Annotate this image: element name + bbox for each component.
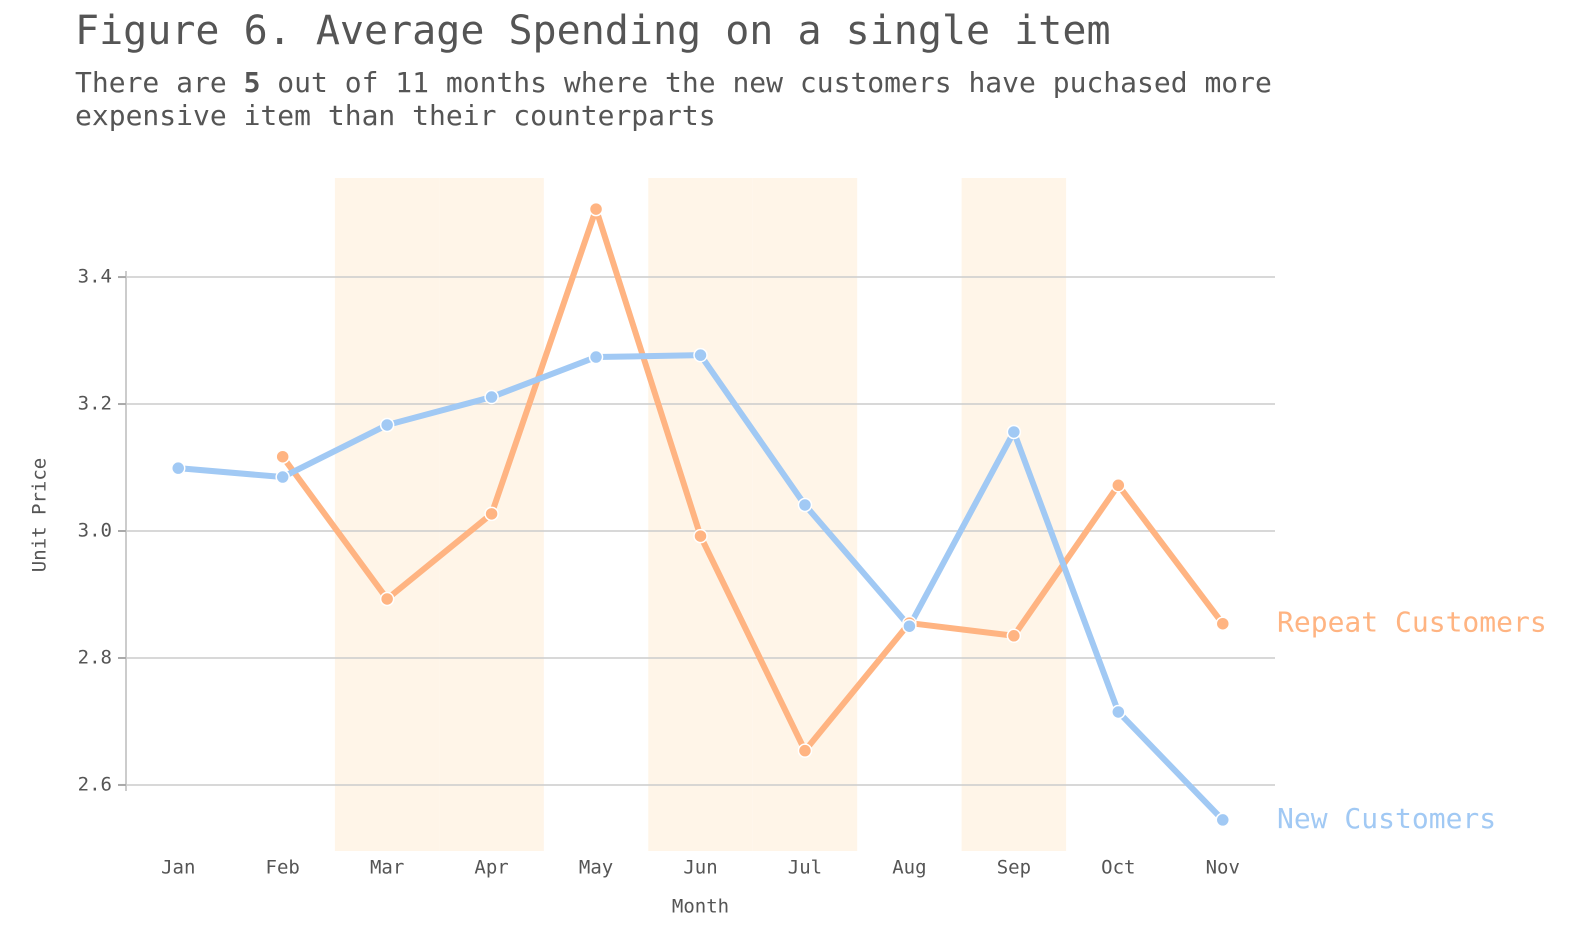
y-axis-label: Unit Price	[29, 458, 51, 572]
x-tick-label: May	[579, 857, 613, 879]
highlight-band	[334, 178, 440, 851]
highlight-band	[752, 178, 858, 851]
subtitle-text: expensive item than their counterparts	[75, 99, 716, 132]
marker	[170, 460, 186, 476]
x-tick-label: Jul	[788, 857, 822, 879]
highlight-band	[648, 178, 753, 851]
x-tick-label: Aug	[892, 857, 926, 879]
marker	[797, 497, 813, 513]
marker	[379, 417, 395, 433]
marker	[1215, 616, 1231, 631]
marker	[275, 449, 290, 464]
marker	[902, 618, 917, 634]
marker	[1006, 628, 1022, 644]
x-tick-label: Mar	[370, 857, 404, 879]
x-axis-label: Month	[672, 896, 729, 918]
x-tick-label: Jun	[683, 857, 717, 879]
y-tick-label: 2.8	[78, 646, 112, 668]
highlight-band	[961, 178, 1067, 851]
chart-title: Figure 6. Average Spending on a single i…	[75, 8, 1111, 54]
marker	[588, 349, 604, 365]
x-tick-label: Nov	[1206, 857, 1240, 879]
series-label: Repeat Customers	[1277, 606, 1547, 639]
marker	[588, 201, 604, 217]
marker	[275, 469, 290, 485]
marker	[693, 347, 708, 363]
y-tick-label: 3.0	[78, 520, 112, 542]
x-tick-label: Jan	[161, 857, 195, 879]
marker	[693, 528, 708, 544]
y-tick-label: 3.2	[78, 393, 112, 415]
subtitle-line: There are 5 out of 11 months where the n…	[75, 66, 1272, 99]
y-tick-label: 3.4	[78, 266, 112, 288]
marker	[484, 389, 499, 405]
marker	[1111, 478, 1126, 493]
subtitle-text: 5	[243, 66, 261, 99]
marker	[1215, 812, 1231, 828]
series-line	[279, 206, 1226, 754]
x-tick-label: Sep	[997, 857, 1031, 879]
subtitle-text: out of 11 months where the new customers…	[260, 66, 1272, 99]
y-tick-label: 2.6	[78, 773, 112, 795]
marker	[484, 506, 499, 522]
marker	[379, 591, 395, 607]
marker	[1006, 424, 1022, 440]
x-tick-label: Feb	[266, 857, 300, 879]
x-tick-label: Oct	[1101, 857, 1135, 879]
marker	[797, 743, 813, 758]
subtitle-text: There are	[75, 66, 244, 99]
subtitle-line: expensive item than their counterparts	[75, 99, 716, 132]
marker	[1111, 704, 1126, 720]
x-tick-label: Apr	[474, 857, 508, 879]
series-label: New Customers	[1277, 802, 1496, 835]
